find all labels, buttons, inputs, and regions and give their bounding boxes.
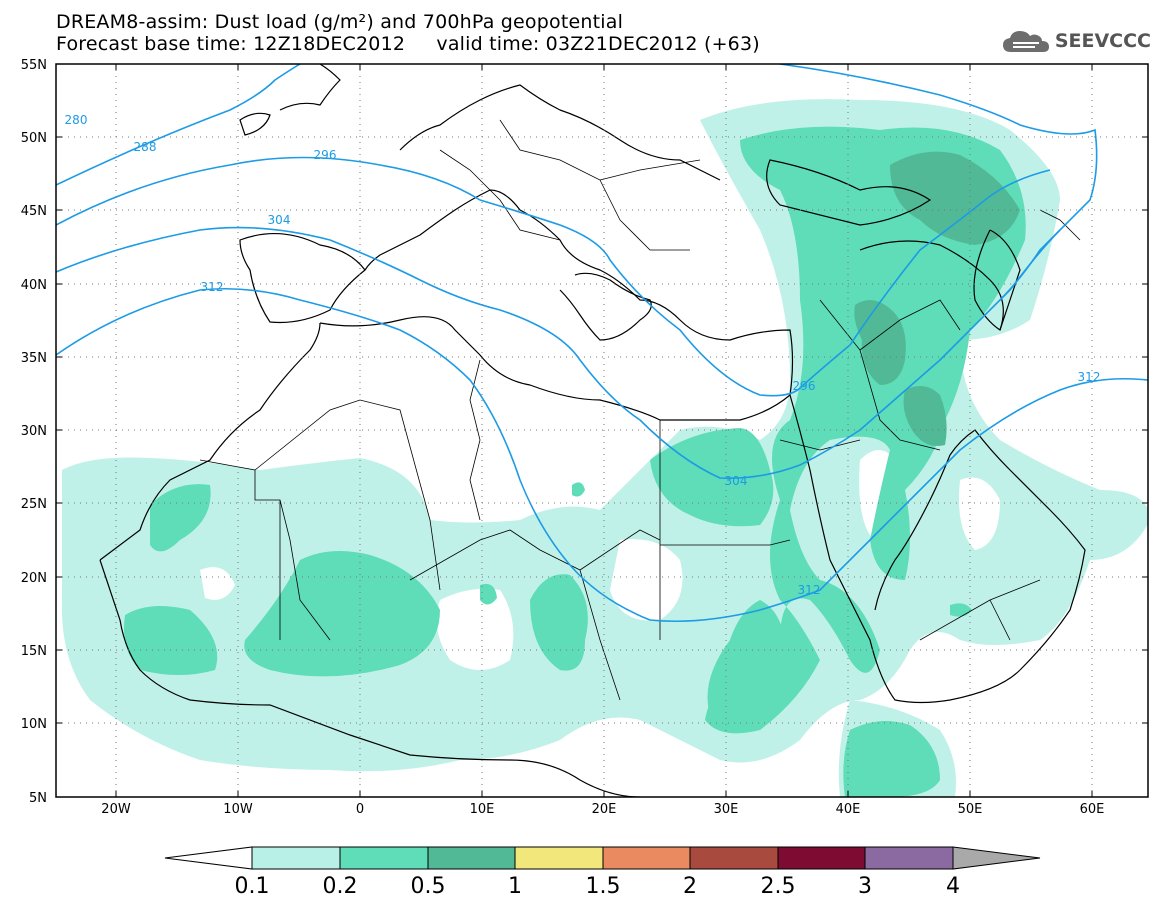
colorbar-swatch <box>339 846 429 870</box>
colorbar-high-arrow <box>952 846 1041 870</box>
seevccc-logo: SEEVCCC <box>1001 28 1151 54</box>
map-title: DREAM8-assim: Dust load (g/m²) and 700hP… <box>56 11 624 33</box>
colorbar-swatch <box>777 846 866 870</box>
contour-label: 304 <box>725 474 748 488</box>
lon-label: 20E <box>592 802 617 817</box>
contour-label: 288 <box>134 140 157 154</box>
contour-label: 296 <box>314 148 337 162</box>
colorbar-swatch <box>864 846 954 870</box>
colorbar-tick: 4 <box>946 874 960 899</box>
lat-label: 30N <box>21 424 47 439</box>
valid-time: valid time: 03Z21DEC2012 (+63) <box>436 33 760 55</box>
colorbar-tick: 1 <box>508 874 522 899</box>
lat-label: 20N <box>21 571 47 586</box>
graticule <box>56 64 1148 797</box>
lat-label: 5N <box>29 791 47 806</box>
lon-label: 20W <box>101 802 131 817</box>
lon-label: 10E <box>470 802 495 817</box>
dust-shading-mid <box>124 126 1026 797</box>
colorbar-swatch <box>602 846 691 870</box>
coastlines <box>99 64 1086 797</box>
colorbar-swatch <box>427 846 516 870</box>
lat-label: 25N <box>21 497 47 512</box>
lat-label: 15N <box>21 644 47 659</box>
lon-label: 30E <box>714 802 739 817</box>
colorbar-tick: 1.5 <box>586 874 621 899</box>
geopotential-contours <box>56 64 1148 623</box>
lon-label: 40E <box>836 802 861 817</box>
base-time: Forecast base time: 12Z18DEC2012 <box>56 33 406 55</box>
colorbar-tick: 3 <box>858 874 872 899</box>
longitude-labels: 20W 10W 0 10E 20E 30E 40E 50E 60E <box>101 802 1104 817</box>
lat-label: 35N <box>21 351 47 366</box>
lon-label: 60E <box>1080 802 1105 817</box>
colorbar-swatch <box>689 846 779 870</box>
latitude-labels: 55N 50N 45N 40N 35N 30N 25N 20N 15N 10N … <box>21 58 47 806</box>
colorbar-swatch <box>514 846 604 870</box>
colorbar-tick: 0.1 <box>235 874 270 899</box>
colorbar-tick: 0.5 <box>411 874 446 899</box>
colorbar-ticks: 0.1 0.2 0.5 1 1.5 2 2.5 3 4 <box>235 874 961 899</box>
contour-label: 304 <box>268 213 291 227</box>
colorbar-tick: 2.5 <box>761 874 796 899</box>
contour-label-group: 280 288 296 304 312 296 304 312 312 <box>65 113 1101 597</box>
colorbar-tick: 2 <box>683 874 697 899</box>
contour-label: 312 <box>798 583 821 597</box>
contour-label: 312 <box>201 280 224 294</box>
lat-label: 10N <box>21 717 47 732</box>
logo-text: SEEVCCC <box>1054 30 1151 52</box>
colorbar-low-arrow <box>164 846 253 870</box>
country-borders <box>199 119 1081 701</box>
tick-marks <box>56 64 1148 797</box>
cloud-icon <box>1002 31 1049 52</box>
contour-label: 312 <box>1078 370 1101 384</box>
contour-label: 280 <box>65 113 88 127</box>
colorbar-tick: 0.2 <box>323 874 358 899</box>
lat-label: 50N <box>21 131 47 146</box>
lon-label: 0 <box>356 802 364 817</box>
colorbar-swatch <box>251 846 341 870</box>
lon-label: 50E <box>958 802 983 817</box>
lat-label: 55N <box>21 58 47 73</box>
contour-label: 296 <box>793 379 816 393</box>
colorbar <box>164 846 1041 870</box>
lat-label: 40N <box>21 278 47 293</box>
forecast-times: Forecast base time: 12Z18DEC2012 valid t… <box>56 34 760 54</box>
dust-shading-dark <box>854 151 1020 446</box>
lat-label: 45N <box>21 204 47 219</box>
lon-label: 10W <box>223 802 253 817</box>
